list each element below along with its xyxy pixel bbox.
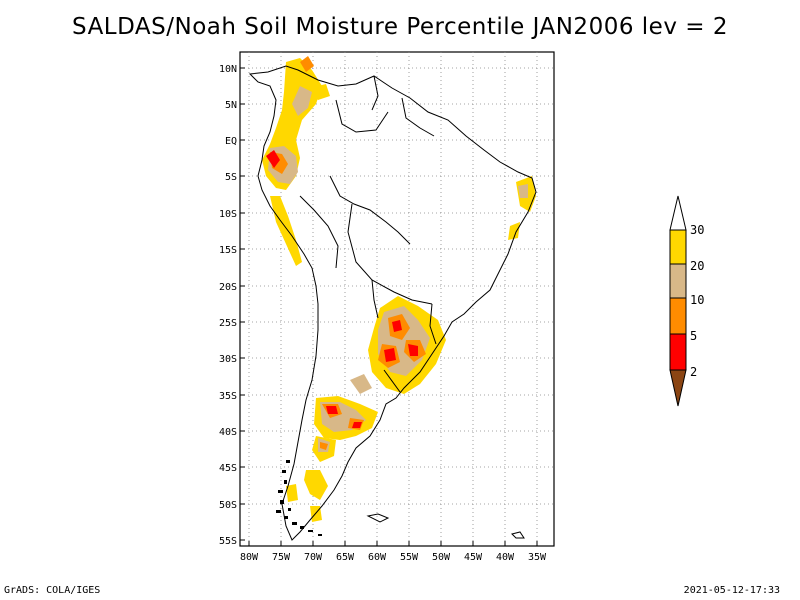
colorbar-below-2	[669, 369, 687, 407]
colorbar-10-20	[669, 263, 687, 299]
lat-labels: 10N 5N EQ 5S 10S 15S 20S 25S 30S 35S 40S…	[219, 64, 237, 547]
lon-labels: 80W 75W 70W 65W 60W 55W 50W 45W 40W 35W	[240, 552, 547, 563]
ticks	[240, 67, 538, 546]
lat-label: 55S	[219, 536, 237, 547]
percentile-shading	[262, 56, 536, 522]
colorbar[interactable]: 30 20 10 5 2	[669, 195, 704, 407]
lat-label: 45S	[219, 463, 237, 474]
lat-label: 15S	[219, 245, 237, 256]
lon-label: 75W	[272, 552, 291, 563]
footer-timestamp: 2021-05-12-17:33	[683, 585, 780, 596]
lat-label: 35S	[219, 391, 237, 402]
lon-label: 80W	[240, 552, 259, 563]
map-title: SALDAS/Noah Soil Moisture Percentile JAN…	[72, 14, 728, 40]
lon-label: 35W	[528, 552, 547, 563]
chile-fjords	[276, 460, 322, 536]
lat-label: 25S	[219, 318, 237, 329]
lat-label: 40S	[219, 427, 237, 438]
colorbar-labels: 30 20 10 5 2	[690, 223, 704, 379]
lon-label: 40W	[496, 552, 515, 563]
lon-label: 60W	[368, 552, 387, 563]
lat-label: 5S	[225, 172, 237, 183]
lat-label: 30S	[219, 354, 237, 365]
footer-credit: GrADS: COLA/IGES	[4, 585, 101, 596]
lon-label: 55W	[400, 552, 419, 563]
colorbar-label: 2	[690, 365, 697, 379]
colorbar-20-30	[669, 229, 687, 265]
colorbar-label: 5	[690, 329, 697, 343]
lon-label: 45W	[464, 552, 483, 563]
colorbar-label: 30	[690, 223, 704, 237]
lon-label: 65W	[336, 552, 355, 563]
colorbar-above-30	[669, 195, 687, 231]
colorbar-label: 10	[690, 293, 704, 307]
lon-label: 70W	[304, 552, 323, 563]
lat-label: 5N	[225, 100, 237, 111]
lat-label: 10S	[219, 209, 237, 220]
lat-label: 50S	[219, 500, 237, 511]
coastlines	[248, 65, 537, 541]
lon-label: 50W	[432, 552, 451, 563]
colorbar-2-5	[669, 333, 687, 371]
colorbar-5-10	[669, 297, 687, 335]
lat-label: 10N	[219, 64, 237, 75]
colorbar-label: 20	[690, 259, 704, 273]
lat-label: EQ	[225, 136, 237, 147]
lat-label: 20S	[219, 282, 237, 293]
